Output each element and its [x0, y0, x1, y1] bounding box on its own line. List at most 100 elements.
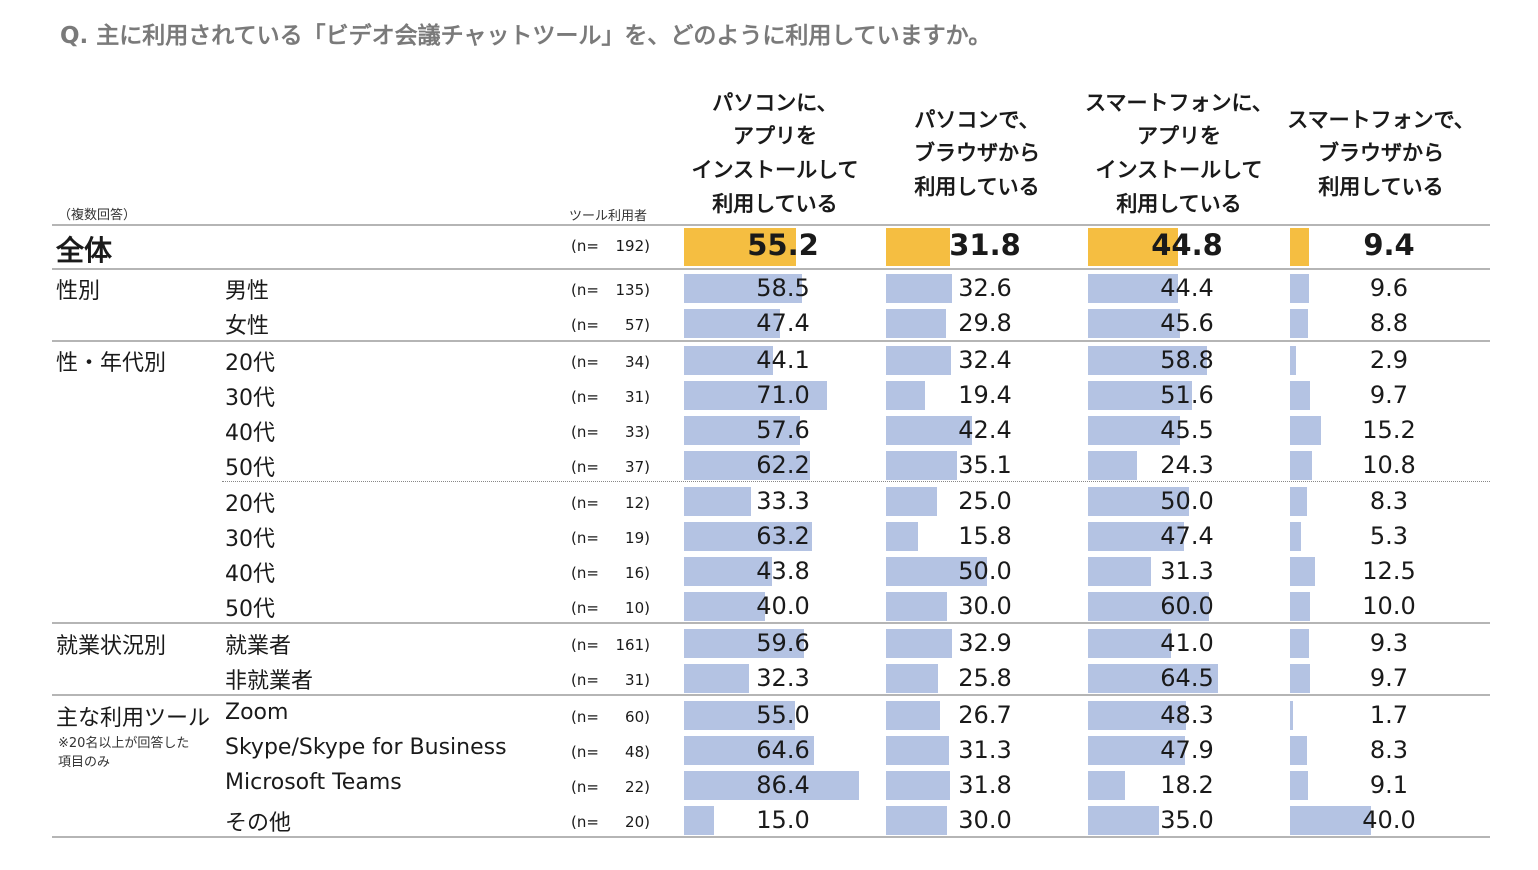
data-bar: [886, 701, 940, 730]
sample-size-prefix: (n=: [571, 813, 599, 831]
data-bar: [886, 309, 947, 338]
row-label: 男性: [225, 279, 270, 304]
row-group-label: 性別: [56, 279, 101, 304]
row-group-label: 就業状況別: [56, 634, 167, 659]
data-label: 9.7: [1369, 664, 1409, 692]
sample-size-value: 135): [615, 281, 650, 299]
data-bar: [684, 228, 796, 266]
data-bar: [1088, 629, 1171, 658]
data-label: 41.0: [1160, 629, 1214, 657]
row-divider: [52, 224, 1490, 226]
sample-size-prefix: (n=: [571, 599, 599, 617]
data-bar: [684, 557, 773, 586]
sample-size-prefix: (n=: [571, 708, 599, 726]
sample-size-value: 19): [625, 529, 650, 547]
footnote: ※20名以上が回答した 項目のみ: [58, 736, 190, 770]
data-bar: [886, 274, 952, 303]
data-bar: [684, 274, 803, 303]
data-label: 35.0: [1160, 806, 1214, 834]
data-label: 43.8: [756, 557, 810, 585]
data-bar: [684, 522, 812, 551]
data-label: 47.4: [1160, 522, 1214, 550]
data-bar: [886, 629, 953, 658]
sample-size-prefix: (n=: [571, 636, 599, 654]
data-bar: [886, 736, 950, 765]
data-bar: [684, 771, 859, 800]
data-bar: [1088, 557, 1152, 586]
data-label: 24.3: [1160, 451, 1214, 479]
data-bar: [684, 381, 828, 410]
row-label: 女性: [225, 314, 270, 339]
data-bar: [684, 487, 752, 516]
column-header-3: スマートフォンに、 アプリを インストールして 利用している: [1085, 90, 1273, 216]
data-label: 40.0: [1362, 806, 1416, 834]
sample-size-value: 12): [625, 494, 650, 512]
data-label: 62.2: [756, 451, 810, 479]
sample-size-prefix: (n=: [571, 423, 599, 441]
row-label: 50代: [225, 456, 275, 481]
data-bar: [684, 592, 765, 621]
row-divider: [52, 268, 1490, 270]
row-group-label: 全体: [56, 234, 113, 267]
data-bar: [1290, 228, 1309, 266]
data-bar: [886, 228, 951, 266]
data-bar: [1088, 806, 1159, 835]
row-group-label: 主な利用ツール: [56, 706, 211, 731]
column-header-2: パソコンで、 ブラウザから 利用している: [914, 107, 1040, 199]
data-bar: [886, 522, 918, 551]
data-label: 31.3: [1160, 557, 1214, 585]
data-label: 19.4: [958, 381, 1012, 409]
data-bar: [684, 451, 810, 480]
sample-size-value: 10): [625, 599, 650, 617]
data-label: 2.9: [1369, 346, 1409, 374]
sample-size-value: 31): [625, 671, 650, 689]
row-label: Zoom: [225, 700, 289, 725]
data-bar: [1088, 416, 1180, 445]
data-label: 32.9: [958, 629, 1012, 657]
data-label: 9.6: [1369, 274, 1409, 302]
data-label: 25.8: [958, 664, 1012, 692]
data-label: 35.1: [958, 451, 1012, 479]
data-label: 47.4: [756, 309, 810, 337]
data-label: 58.5: [756, 274, 810, 302]
data-label: 57.6: [756, 416, 810, 444]
sample-size-value: 20): [625, 813, 650, 831]
data-label: 31.8: [949, 228, 1021, 262]
sample-size-prefix: (n=: [571, 529, 599, 547]
row-label: その他: [225, 811, 292, 836]
sample-size-value: 33): [625, 423, 650, 441]
data-label: 15.2: [1362, 416, 1416, 444]
data-label: 86.4: [756, 771, 810, 799]
data-bar: [1088, 451, 1138, 480]
sample-size-prefix: (n=: [571, 564, 599, 582]
data-label: 55.2: [747, 228, 819, 262]
row-label: 30代: [225, 527, 275, 552]
data-bar: [1290, 806, 1371, 835]
data-label: 50.0: [1160, 487, 1214, 515]
data-label: 64.6: [756, 736, 810, 764]
data-bar: [1290, 557, 1316, 586]
sample-size-prefix: (n=: [571, 353, 599, 371]
data-label: 59.6: [756, 629, 810, 657]
data-bar: [1088, 664, 1219, 693]
row-divider: [52, 622, 1490, 624]
data-bar: [1290, 309, 1308, 338]
data-bar: [1290, 346, 1296, 375]
data-label: 10.0: [1362, 592, 1416, 620]
sample-size-value: 57): [625, 316, 650, 334]
data-label: 9.3: [1369, 629, 1409, 657]
data-label: 55.0: [756, 701, 810, 729]
data-bar: [1088, 487, 1189, 516]
data-label: 45.5: [1160, 416, 1214, 444]
data-bar: [1290, 522, 1301, 551]
sample-size-value: 60): [625, 708, 650, 726]
data-label: 47.9: [1160, 736, 1214, 764]
data-label: 64.5: [1160, 664, 1214, 692]
column-header-1: パソコンに、 アプリを インストールして 利用している: [691, 90, 859, 216]
data-label: 32.3: [756, 664, 810, 692]
sample-size-value: 22): [625, 778, 650, 796]
data-bar: [886, 451, 957, 480]
data-bar: [684, 736, 815, 765]
table-bottom-rule: [52, 836, 1490, 838]
row-label: Skype/Skype for Business: [225, 735, 507, 760]
